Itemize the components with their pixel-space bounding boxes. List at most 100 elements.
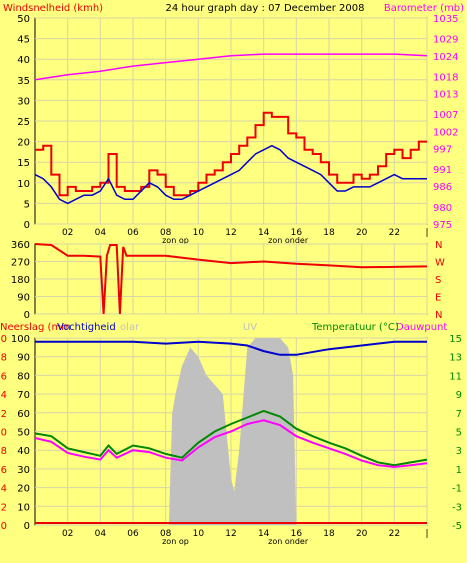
direction-degree-tick: 270 [11,258,30,269]
wind-speed-tick: 10 [17,179,30,190]
humidity-axis-label: Vochtigheid [57,322,116,333]
temperature-tick: 9 [456,390,462,401]
climate-chart-hour-tick: 22 [389,529,400,539]
wind-chart-hour-tick: 08 [160,228,172,238]
climate-chart-hour-tick: 08 [160,529,172,539]
barometer-tick: 975 [433,220,452,231]
wind-speed-tick: 50 [17,14,30,25]
barometer-tick: 1035 [433,14,458,25]
dewpoint-axis-label: Dauwpunt [396,322,447,333]
rain-tick: 4 [1,484,7,495]
series-wind-gemiddeld-line [34,144,427,205]
climate-chart-hour-tick: 12 [225,529,236,539]
barometer-tick: 1029 [433,35,458,46]
humidity-tick: 0 [24,521,30,532]
temperature-tick: -5 [452,521,462,532]
humidity-tick: 90 [17,353,30,364]
humidity-tick: 40 [17,446,30,457]
direction-compass-tick: S [435,275,441,286]
rain-tick: 18 [0,353,7,364]
uv-axis-label: UV [243,322,257,333]
humidity-tick: 50 [17,428,30,439]
humidity-tick: 80 [17,371,30,382]
barometer-tick: 997 [433,144,452,155]
climate-chart-hour-tick: 10 [193,529,205,539]
direction-degree-tick: 0 [24,310,30,321]
series-dauwpunt-line [34,419,428,469]
temperature-tick: 13 [449,353,462,364]
wind-chart-hour-tick: 10 [193,228,205,238]
direction-degree-tick: 180 [11,275,30,286]
climate-chart-hour-tick: 06 [127,529,139,539]
wind-chart-sunset-label: zon onder [268,236,309,245]
rain-tick: 12 [0,409,7,420]
barometer-tick: 1007 [433,110,458,121]
rain-tick: 20 [0,334,7,345]
wind-chart-hour-tick: | [425,228,428,238]
barometer-tick: 986 [433,182,452,193]
wind-chart-hour-tick: 16 [291,228,303,238]
header-wind-label: Windsnelheid (kmh) [3,3,103,14]
direction-degree-tick: 90 [17,293,30,304]
rain-tick: 6 [1,465,7,476]
wind-speed-tick: 5 [24,199,30,210]
barometer-tick: 1024 [433,52,458,63]
wind-chart-sunrise-label: zon op [162,236,189,245]
climate-chart-hour-tick: 16 [291,529,303,539]
temperature-tick: 15 [449,334,462,345]
climate-chart-hour-tick: 02 [62,529,73,539]
climate-chart-sunset-label: zon onder [268,537,309,546]
barometer-tick: 991 [433,165,452,176]
series-windrichting-line [34,243,428,315]
wind-chart-hour-tick: 20 [356,228,368,238]
rain-tick: 16 [0,371,7,382]
barometer-tick: 1018 [433,72,458,83]
direction-degree-tick: 360 [11,240,30,251]
solar-axis-label: olar [120,322,140,333]
temperature-axis-label: Temperatuur (°C) [311,322,399,333]
temperature-tick: 5 [456,428,462,439]
rain-tick: 14 [0,390,7,401]
series-temperatuur-line [34,409,428,467]
climate-chart-hour-tick: 20 [356,529,368,539]
wind-chart-hour-tick: 12 [225,228,236,238]
humidity-tick: 100 [11,334,30,345]
climate-chart-hour-tick: | [425,529,428,539]
temperature-tick: -1 [452,484,462,495]
climate-chart-hour-tick: 04 [95,529,107,539]
humidity-tick: 30 [17,465,30,476]
header-title: 24 hour graph day : 07 December 2008 [166,3,365,14]
temperature-tick: 7 [456,409,462,420]
wind-speed-tick: 45 [17,35,30,46]
series-vochtigheid-line [35,340,427,356]
series-solar-area [35,338,427,525]
header-barometer-label: Barometer (mb) [384,3,464,14]
wind-speed-tick: 15 [17,158,30,169]
wind-chart-hour-tick: 14 [258,228,270,238]
wind-speed-tick: 40 [17,55,30,66]
wind-speed-tick: 25 [17,117,30,128]
rain-axis-label: Neerslag (mm [0,322,71,333]
wind-chart-hour-tick: 04 [95,228,107,238]
humidity-tick: 70 [17,390,30,401]
climate-chart-hour-tick: 18 [323,529,335,539]
wind-speed-tick: 20 [17,138,30,149]
temperature-tick: -3 [452,502,462,513]
rain-tick: 0 [1,521,7,532]
climate-chart-sunrise-label: zon op [162,537,189,546]
series-windvlaag-line [35,111,427,197]
wind-speed-tick: 0 [24,220,30,231]
temperature-tick: 1 [456,465,462,476]
barometer-tick: 1002 [433,127,458,138]
wind-chart-hour-tick: 06 [127,228,139,238]
series-barometer-line [34,53,428,81]
wind-chart-hour-tick: 18 [323,228,335,238]
temperature-tick: 3 [456,446,462,457]
rain-tick: 2 [1,502,7,513]
direction-compass-tick: N [435,240,442,251]
humidity-tick: 20 [17,484,30,495]
temperature-tick: 11 [449,371,462,382]
barometer-tick: 980 [433,203,452,214]
